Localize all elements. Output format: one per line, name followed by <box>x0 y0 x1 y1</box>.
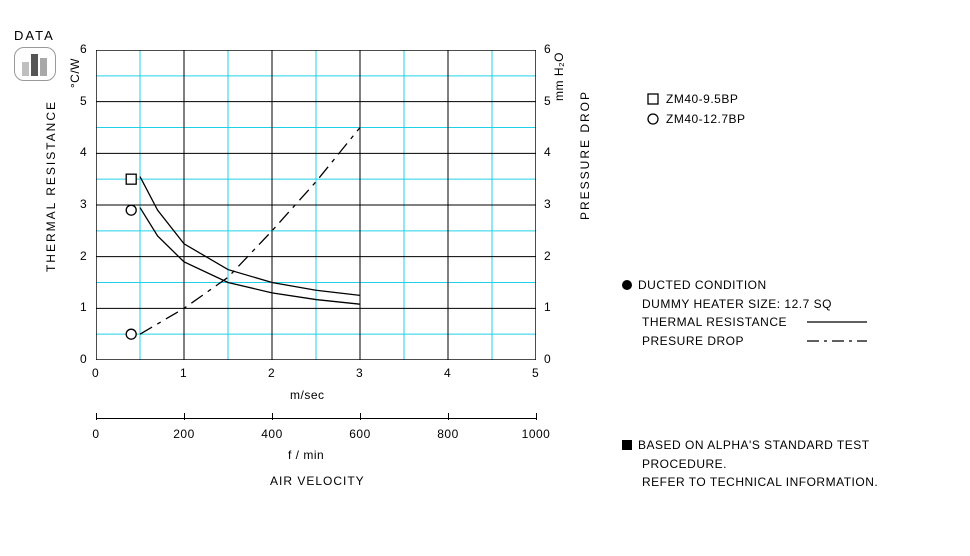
x-primary-unit: m/sec <box>290 388 325 402</box>
square-open-icon <box>640 93 666 105</box>
footer-text3: REFER TO TECHNICAL INFORMATION. <box>642 473 878 492</box>
notes-line-solid-label: THERMAL RESISTANCE <box>642 313 807 332</box>
tick-label: 3 <box>356 366 363 380</box>
circle-open-icon <box>640 113 666 125</box>
tick-label: 3 <box>80 197 87 211</box>
barchart-icon <box>14 47 56 81</box>
legend-item: ZM40-12.7BP <box>640 112 746 126</box>
x-secondary-unit: f / min <box>288 448 324 462</box>
notes-heading-row: DUCTED CONDITION <box>622 276 867 295</box>
bullet-filled-icon <box>622 280 632 290</box>
tick-label: 6 <box>80 42 87 56</box>
y-left-label: THERMAL RESISTANCE <box>44 100 58 272</box>
footer-row: BASED ON ALPHA'S STANDARD TEST <box>622 436 878 455</box>
tick-label: 4 <box>444 366 451 380</box>
tick-label: 0 <box>80 352 87 366</box>
solid-line-icon <box>807 318 867 326</box>
data-badge-label: DATA <box>14 28 66 43</box>
legend-item-label: ZM40-12.7BP <box>666 112 746 126</box>
y-right-label: PRESSURE DROP <box>578 90 592 220</box>
secondary-tick-label: 800 <box>437 427 459 441</box>
secondary-tick-label: 400 <box>261 427 283 441</box>
legend: ZM40-9.5BP ZM40-12.7BP <box>640 92 746 132</box>
notes-block: DUCTED CONDITION DUMMY HEATER SIZE: 12.7… <box>622 276 867 350</box>
secondary-tick-label: 0 <box>92 427 99 441</box>
tick-label: 6 <box>544 42 551 56</box>
tick-label: 5 <box>80 94 87 108</box>
bullet-square-icon <box>622 440 632 450</box>
tick-label: 2 <box>80 249 87 263</box>
secondary-tick-label: 1000 <box>522 427 551 441</box>
tick-label: 2 <box>544 249 551 263</box>
y-right-unit: mm H₂O <box>552 52 566 101</box>
notes-line-dashed: PRESURE DROP <box>642 332 867 351</box>
tick-label: 1 <box>180 366 187 380</box>
footer-block: BASED ON ALPHA'S STANDARD TEST PROCEDURE… <box>622 436 878 492</box>
data-badge: DATA <box>14 28 66 81</box>
tick-label: 1 <box>544 300 551 314</box>
x-secondary-axis: 02004006008001000 <box>96 418 536 419</box>
tick-label: 3 <box>544 197 551 211</box>
notes-heading: DUCTED CONDITION <box>638 278 767 292</box>
plot-svg <box>96 50 536 360</box>
secondary-tick-label: 200 <box>173 427 195 441</box>
tick-label: 2 <box>268 366 275 380</box>
tick-label: 4 <box>80 145 87 159</box>
tick-label: 5 <box>544 94 551 108</box>
x-axis-label: AIR VELOCITY <box>270 474 365 488</box>
tick-label: 0 <box>544 352 551 366</box>
tick-label: 4 <box>544 145 551 159</box>
dashed-line-icon <box>807 337 867 345</box>
secondary-tick-label: 600 <box>349 427 371 441</box>
footer-text2: PROCEDURE. <box>642 455 878 474</box>
notes-line-solid: THERMAL RESISTANCE <box>642 313 867 332</box>
tick-label: 5 <box>532 366 539 380</box>
plot-area: THERMAL RESISTANCE °C/W PRESSURE DROP mm… <box>96 50 536 360</box>
chart: THERMAL RESISTANCE °C/W PRESSURE DROP mm… <box>96 50 536 360</box>
tick-label: 1 <box>80 300 87 314</box>
y-left-unit: °C/W <box>68 58 82 88</box>
legend-item: ZM40-9.5BP <box>640 92 746 106</box>
notes-heater: DUMMY HEATER SIZE: 12.7 SQ <box>642 295 867 314</box>
legend-item-label: ZM40-9.5BP <box>666 92 738 106</box>
notes-line-dashed-label: PRESURE DROP <box>642 332 807 351</box>
footer-text1: BASED ON ALPHA'S STANDARD TEST <box>638 438 870 452</box>
tick-label: 0 <box>92 366 99 380</box>
